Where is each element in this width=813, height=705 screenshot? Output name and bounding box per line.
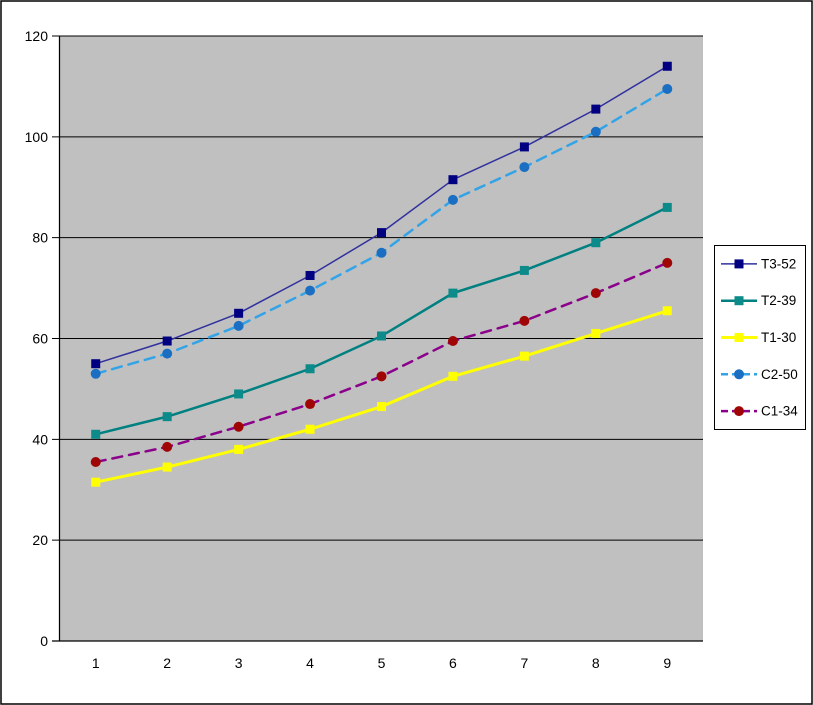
- legend-label: T2-39: [761, 293, 796, 308]
- data-point-marker: [519, 315, 530, 326]
- data-point-marker: [591, 104, 601, 114]
- data-point-marker: [734, 333, 744, 342]
- data-point-marker: [233, 421, 244, 432]
- data-point-marker: [377, 402, 386, 412]
- data-point-marker: [162, 348, 173, 359]
- data-point-marker: [734, 369, 744, 380]
- data-point-marker: [305, 424, 315, 434]
- data-point-marker: [519, 351, 529, 361]
- data-point-marker: [377, 228, 386, 238]
- data-point-marker: [448, 175, 458, 185]
- y-tick-label: 100: [25, 129, 49, 145]
- data-point-marker: [662, 202, 672, 212]
- x-tick-label: 5: [378, 655, 386, 671]
- legend-label: T1-30: [761, 330, 796, 345]
- data-point-marker: [376, 247, 387, 258]
- data-point-marker: [91, 477, 101, 487]
- legend-label: C2-50: [761, 367, 798, 382]
- data-point-marker: [305, 364, 315, 374]
- data-point-marker: [519, 162, 530, 173]
- data-point-marker: [590, 126, 601, 137]
- data-point-marker: [447, 336, 458, 347]
- data-point-marker: [448, 371, 458, 381]
- data-point-marker: [662, 61, 672, 71]
- x-tick-label: 8: [592, 655, 600, 671]
- x-tick-label: 9: [663, 655, 671, 671]
- data-point-marker: [377, 331, 386, 341]
- y-tick-label: 20: [32, 532, 48, 548]
- x-tick-label: 3: [235, 655, 243, 671]
- data-point-marker: [234, 444, 244, 454]
- data-point-marker: [519, 265, 529, 275]
- data-point-marker: [234, 308, 244, 318]
- data-point-marker: [519, 142, 529, 152]
- data-point-marker: [662, 257, 673, 268]
- data-point-marker: [734, 406, 744, 417]
- data-point-marker: [734, 296, 744, 306]
- y-tick-label: 80: [32, 230, 48, 246]
- data-point-marker: [734, 259, 744, 269]
- data-point-marker: [376, 371, 387, 382]
- data-point-marker: [233, 320, 244, 331]
- data-point-marker: [90, 457, 101, 468]
- data-point-marker: [91, 359, 101, 369]
- legend-label: T3-52: [761, 256, 796, 271]
- data-point-marker: [162, 441, 173, 452]
- data-point-marker: [162, 336, 172, 346]
- x-tick-label: 7: [520, 655, 528, 671]
- x-tick-label: 2: [163, 655, 171, 671]
- data-point-marker: [162, 462, 172, 472]
- data-point-marker: [591, 328, 601, 338]
- x-tick-label: 6: [449, 655, 457, 671]
- y-tick-label: 40: [32, 431, 48, 447]
- data-point-marker: [662, 306, 672, 316]
- data-point-marker: [448, 288, 458, 298]
- data-point-marker: [305, 399, 316, 410]
- data-point-marker: [90, 368, 101, 379]
- data-point-marker: [662, 83, 673, 94]
- y-tick-label: 0: [40, 633, 48, 649]
- data-point-marker: [91, 429, 101, 439]
- x-tick-label: 1: [92, 655, 100, 671]
- data-point-marker: [162, 412, 172, 422]
- data-point-marker: [305, 285, 316, 296]
- y-tick-label: 60: [32, 331, 48, 347]
- y-tick-label: 120: [25, 28, 49, 44]
- data-point-marker: [234, 389, 244, 399]
- legend-label: C1-34: [761, 404, 798, 419]
- data-point-marker: [591, 238, 601, 248]
- data-point-marker: [447, 194, 458, 205]
- x-tick-label: 4: [306, 655, 314, 671]
- data-point-marker: [305, 270, 315, 280]
- data-point-marker: [590, 288, 601, 299]
